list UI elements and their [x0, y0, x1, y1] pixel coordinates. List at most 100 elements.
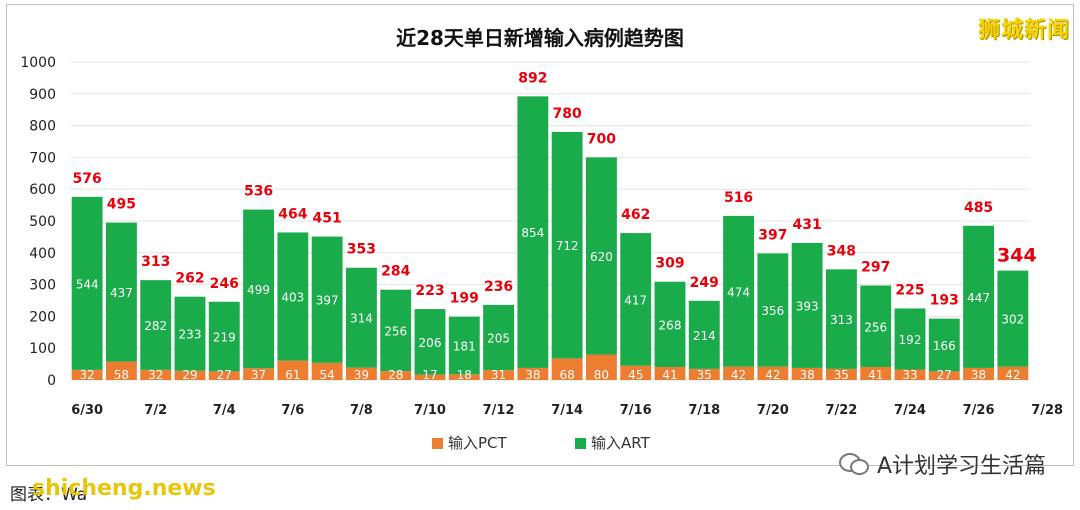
bar-pct: [311, 362, 343, 380]
data-label-art: 214: [693, 329, 716, 343]
data-label-pct: 38: [525, 368, 540, 382]
legend-label-art: 输入ART: [591, 434, 651, 452]
y-tick-label: 500: [29, 214, 56, 230]
data-label-pct: 41: [662, 368, 677, 382]
y-tick-label: 300: [29, 278, 56, 294]
data-label-total: 462: [621, 207, 650, 223]
bar-pct: [620, 365, 652, 380]
data-label-pct: 18: [457, 368, 472, 382]
data-label-pct: 27: [937, 368, 952, 382]
data-labels: 32 544 576 58 437 495 32 282 313 29 233 262 27 219 246…: [73, 70, 1037, 382]
bar-pct: [757, 366, 789, 380]
x-tick-label: 7/6: [281, 403, 304, 418]
y-tick-label: 600: [29, 182, 56, 198]
data-label-pct: 35: [697, 368, 712, 382]
y-tick-label: 900: [29, 87, 56, 103]
bar-art: [894, 308, 926, 370]
data-label-total: 344: [997, 245, 1037, 267]
bar-art: [71, 196, 103, 370]
x-tick-label: 7/20: [757, 403, 789, 418]
bar-art: [586, 157, 617, 355]
data-label-pct: 28: [388, 368, 403, 382]
data-label-pct: 17: [422, 368, 437, 382]
bar-pct: [380, 371, 412, 380]
data-label-art: 205: [487, 332, 510, 346]
bar-pct: [346, 367, 377, 380]
data-label-total: 485: [964, 200, 993, 216]
chart-title: 近28天单日新增输入病例趋势图: [396, 26, 684, 50]
data-label-pct: 35: [834, 368, 849, 382]
bar-art: [963, 225, 994, 368]
data-label-pct: 27: [217, 368, 232, 382]
bar-art: [106, 222, 137, 362]
brand-logo: 狮城新闻: [977, 18, 1070, 43]
bar-art: [688, 300, 720, 369]
x-tick-label: 7/4: [213, 403, 236, 418]
bar-pct: [963, 367, 994, 380]
bar-art: [483, 304, 514, 371]
bar-art: [757, 253, 789, 367]
data-label-total: 225: [895, 282, 924, 298]
data-label-art: 233: [179, 328, 202, 342]
data-label-art: 256: [864, 320, 887, 334]
bar-pct: [997, 366, 1029, 380]
x-tick-label: 7/12: [483, 403, 515, 418]
bar-pct: [551, 358, 583, 380]
data-label-total: 309: [655, 256, 684, 272]
bar-pct: [826, 368, 857, 380]
data-label-total: 780: [553, 106, 582, 122]
data-label-total: 348: [827, 243, 856, 259]
data-label-total: 193: [930, 293, 959, 309]
source-credit: 图表：Wa shicheng.news: [10, 476, 216, 505]
data-label-art: 206: [419, 336, 442, 350]
legend: 输入PCT 输入ART: [432, 434, 651, 452]
bar-pct: [106, 361, 137, 380]
data-label-total: 353: [347, 242, 376, 258]
x-tick-label: 7/24: [894, 403, 926, 418]
data-label-total: 223: [415, 283, 444, 299]
bar-pct: [71, 369, 103, 380]
chart: 近28天单日新增输入病例趋势图 0 100 200 300 400 500 600 700 80…: [20, 26, 1063, 452]
data-label-pct: 54: [320, 368, 335, 382]
data-label-pct: 41: [868, 368, 883, 382]
bar-pct: [723, 366, 754, 380]
data-label-pct: 32: [80, 368, 95, 382]
data-label-art: 417: [624, 293, 647, 307]
data-label-art: 499: [247, 283, 270, 297]
data-label-art: 854: [521, 226, 544, 240]
bar-pct: [928, 371, 960, 380]
bar-art: [448, 316, 480, 375]
bar-art: [723, 215, 754, 367]
data-label-art: 268: [659, 318, 682, 332]
data-label-total: 199: [450, 291, 479, 307]
data-label-art: 314: [350, 312, 373, 326]
legend-swatch-art: [575, 438, 586, 449]
bar-art: [928, 318, 960, 372]
x-tick-label: 7/14: [551, 403, 583, 418]
data-label-art: 393: [796, 299, 819, 313]
data-label-pct: 58: [114, 368, 129, 382]
data-label-art: 437: [110, 286, 133, 300]
data-label-art: 403: [281, 291, 304, 305]
data-label-art: 313: [830, 313, 853, 327]
x-tick-label: 7/26: [963, 403, 995, 418]
bar-art: [243, 209, 274, 369]
bar-pct: [208, 371, 240, 380]
x-tick-label: 7/10: [414, 403, 446, 418]
data-label-total: 700: [587, 131, 616, 147]
watermark: shicheng.news: [32, 476, 216, 501]
data-label-pct: 33: [902, 368, 917, 382]
data-label-art: 166: [933, 339, 956, 353]
x-axis-ticks: 6/30 7/2 7/4 7/6 7/8 7/10 7/12 7/14 7/16 7/18 7/20…: [71, 403, 1063, 418]
data-label-pct: 68: [560, 368, 575, 382]
data-label-total: 536: [244, 184, 273, 200]
data-label-total: 246: [210, 276, 239, 292]
data-label-art: 192: [899, 333, 922, 347]
x-tick-label: 7/2: [144, 403, 167, 418]
data-label-art: 219: [213, 331, 236, 345]
data-label-art: 397: [316, 294, 339, 308]
data-label-pct: 37: [251, 368, 266, 382]
bar-art: [791, 242, 823, 368]
bar-art: [140, 280, 172, 370]
data-label-art: 474: [727, 285, 750, 299]
